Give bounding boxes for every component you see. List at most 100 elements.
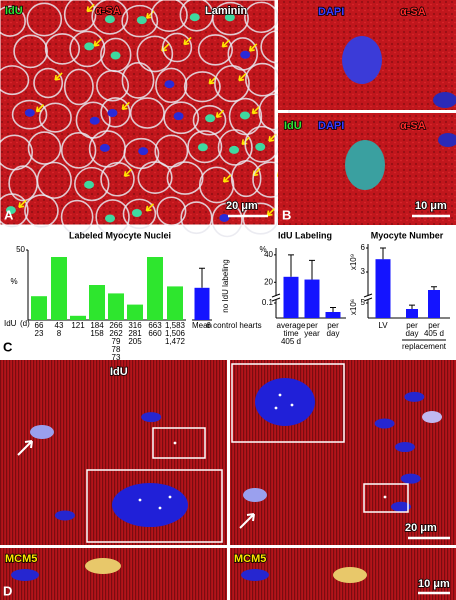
channel-label: IdU — [5, 5, 23, 17]
x-tick-label: LV — [378, 321, 388, 330]
channel-label: MCM5 — [5, 553, 37, 565]
x-tick-label: 73 — [112, 353, 121, 362]
arrow — [86, 3, 95, 13]
error-bar — [409, 304, 415, 309]
error-whisker — [330, 307, 336, 312]
x-tick-label: year — [304, 329, 320, 338]
nucleus — [30, 425, 54, 439]
x-tick-label: Mean — [192, 321, 212, 330]
cell-outline — [230, 159, 262, 198]
cell-outline — [197, 34, 233, 66]
arrow — [266, 208, 276, 217]
x-tick-label: per — [406, 321, 418, 330]
row-label: IdU — [4, 319, 17, 328]
cell-outline — [11, 99, 48, 130]
nucleus — [89, 116, 100, 125]
arrow — [248, 43, 258, 52]
axis-break — [363, 297, 373, 302]
nucleus — [141, 412, 162, 423]
cell-outline — [244, 1, 279, 34]
nucleus — [11, 569, 39, 581]
x-tick-label: average — [277, 321, 306, 330]
error-bar — [199, 267, 205, 288]
inset-box — [152, 427, 206, 459]
panel-label: D — [3, 583, 12, 598]
cell-outline — [136, 35, 174, 73]
nucleus — [241, 569, 269, 581]
error-whisker — [380, 247, 386, 260]
x-tick-label: 1,583 — [165, 321, 186, 330]
arrow — [238, 73, 247, 82]
nucleus — [173, 112, 184, 121]
cell-outline — [60, 199, 94, 235]
cell-outline — [74, 166, 110, 202]
bar — [428, 290, 440, 318]
y-axis-label: x10⁹ — [349, 254, 358, 270]
bar — [406, 309, 418, 318]
arrow — [123, 168, 133, 178]
y-tick-label: 20 — [264, 277, 273, 286]
x-tick-label: 158 — [90, 329, 104, 338]
cell-outline — [214, 64, 250, 103]
x-tick-label: day — [406, 329, 419, 338]
scale-bar-label: 20 μm — [405, 522, 437, 534]
arrow — [93, 38, 102, 47]
cell-outline — [187, 130, 223, 164]
panel-label: C — [3, 339, 13, 354]
cell-outline — [258, 93, 290, 131]
x-tick-label: 281 — [128, 329, 142, 338]
error-whisker — [288, 254, 294, 277]
x-tick-label: per — [306, 321, 318, 330]
cell-outline — [211, 202, 243, 238]
cell-outline — [162, 32, 193, 63]
cell-outline — [0, 193, 29, 228]
nucleus — [240, 50, 251, 59]
bar — [51, 257, 67, 320]
error-bar — [431, 286, 437, 290]
arrow — [121, 101, 130, 111]
channel-label: Laminin — [205, 5, 247, 17]
nucleus — [243, 488, 267, 502]
y-tick-label: 6 — [361, 243, 366, 252]
mcm5-nucleus — [333, 567, 367, 583]
error-bar — [330, 307, 336, 312]
x-tick-label: per — [327, 321, 339, 330]
chart-title: Myocyte Number — [371, 230, 444, 240]
cell-outline — [38, 102, 72, 133]
idu-dot — [158, 506, 162, 510]
mcm5-nucleus — [85, 558, 121, 574]
cell-outline — [26, 2, 63, 37]
error-bar — [380, 247, 386, 260]
error-bar — [288, 254, 294, 277]
cell-outline — [166, 161, 204, 195]
nucleus — [390, 501, 411, 512]
panel-label: A — [4, 207, 14, 222]
channel-label: DAPI — [318, 6, 344, 18]
x-tick-label: 266 — [109, 321, 123, 330]
x-tick-label: 8 — [57, 329, 62, 338]
nucleus — [107, 108, 118, 117]
bar — [147, 257, 163, 320]
cell-outline — [150, 0, 188, 32]
x-tick-label: 262 — [109, 329, 123, 338]
inset-box — [363, 483, 409, 513]
cell-outline — [137, 161, 173, 194]
x-tick-label: 1,472 — [165, 337, 186, 346]
cell-outline — [27, 131, 62, 165]
nucleus — [84, 180, 95, 189]
bar — [89, 285, 105, 320]
cell-outline — [192, 104, 227, 136]
cell-outline — [0, 65, 30, 96]
nucleus — [54, 510, 75, 521]
cell-outline — [24, 194, 59, 228]
arrow — [183, 36, 192, 46]
arrow — [145, 203, 155, 212]
cell-outline — [121, 61, 155, 99]
cell-outline — [36, 161, 72, 199]
x-tick-label: 43 — [55, 321, 64, 330]
y-tick-label: 50 — [16, 245, 25, 254]
idu-dot — [168, 495, 172, 499]
axis-break — [271, 293, 281, 298]
